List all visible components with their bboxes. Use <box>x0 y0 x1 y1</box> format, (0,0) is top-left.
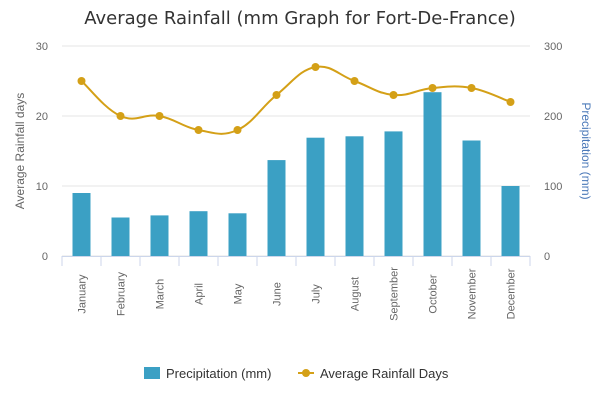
precipitation-bar <box>345 136 364 256</box>
x-tick-label: December <box>506 268 518 319</box>
precipitation-bar <box>501 186 520 256</box>
x-tick-label: July <box>311 284 323 304</box>
rainfall-days-point <box>155 112 164 120</box>
precipitation-bar <box>462 140 481 256</box>
y-right-tick-label: 100 <box>544 181 562 193</box>
rainfall-days-point <box>467 84 476 92</box>
rainfall-days-point <box>428 84 437 92</box>
rainfall-days-point <box>272 91 281 99</box>
x-tick-label: April <box>194 283 206 305</box>
rainfall-days-point <box>77 77 86 85</box>
legend-precipitation-label: Precipitation (mm) <box>166 366 271 381</box>
precipitation-bar <box>306 137 325 256</box>
y-left-tick-label: 0 <box>42 251 48 263</box>
rainfall-days-line-path <box>80 65 511 135</box>
precipitation-bar <box>111 217 130 256</box>
legend-rainfall-days-marker <box>302 369 310 377</box>
rainfall-days-line <box>77 63 515 135</box>
x-tick-label: March <box>155 279 167 310</box>
x-tick-label: May <box>233 283 245 304</box>
precipitation-bar <box>384 131 403 256</box>
rainfall-days-point <box>350 77 359 85</box>
precipitation-bars <box>72 92 520 256</box>
y-right-tick-label: 200 <box>544 111 562 123</box>
precipitation-bar <box>150 215 169 256</box>
rainfall-days-point <box>116 112 125 120</box>
rainfall-days-point <box>506 98 515 106</box>
y-left-tick-label: 20 <box>36 111 48 123</box>
precipitation-bar <box>189 211 208 256</box>
precipitation-bar <box>228 213 247 256</box>
x-tick-label: October <box>428 274 440 313</box>
legend-precipitation-swatch <box>144 367 160 379</box>
y-right-tick-label: 0 <box>544 251 550 263</box>
precipitation-bar <box>267 160 286 256</box>
legend-rainfall-days-label: Average Rainfall Days <box>320 366 449 381</box>
rainfall-days-point <box>233 126 242 134</box>
rainfall-days-point <box>389 91 398 99</box>
precipitation-bar <box>72 193 91 256</box>
x-tick-label: August <box>350 277 362 311</box>
x-tick-label: November <box>467 268 479 319</box>
x-tick-label: January <box>77 274 89 314</box>
precipitation-bar <box>423 92 442 256</box>
y-left-tick-label: 10 <box>36 181 48 193</box>
x-tick-label: June <box>272 282 284 306</box>
y-left-axis-title: Average Rainfall days <box>13 93 27 210</box>
chart-title: Average Rainfall (mm Graph for Fort-De-F… <box>84 8 515 29</box>
y-left-tick-label: 30 <box>36 41 48 53</box>
y-right-tick-label: 300 <box>544 41 562 53</box>
x-tick-label: September <box>389 267 401 321</box>
x-tick-label: February <box>116 271 128 316</box>
y-right-axis-title: Precipitation (mm) <box>579 102 593 199</box>
rainfall-days-point <box>194 126 203 134</box>
rainfall-days-point <box>311 63 320 71</box>
legend: Precipitation (mm) Average Rainfall Days <box>144 366 449 381</box>
